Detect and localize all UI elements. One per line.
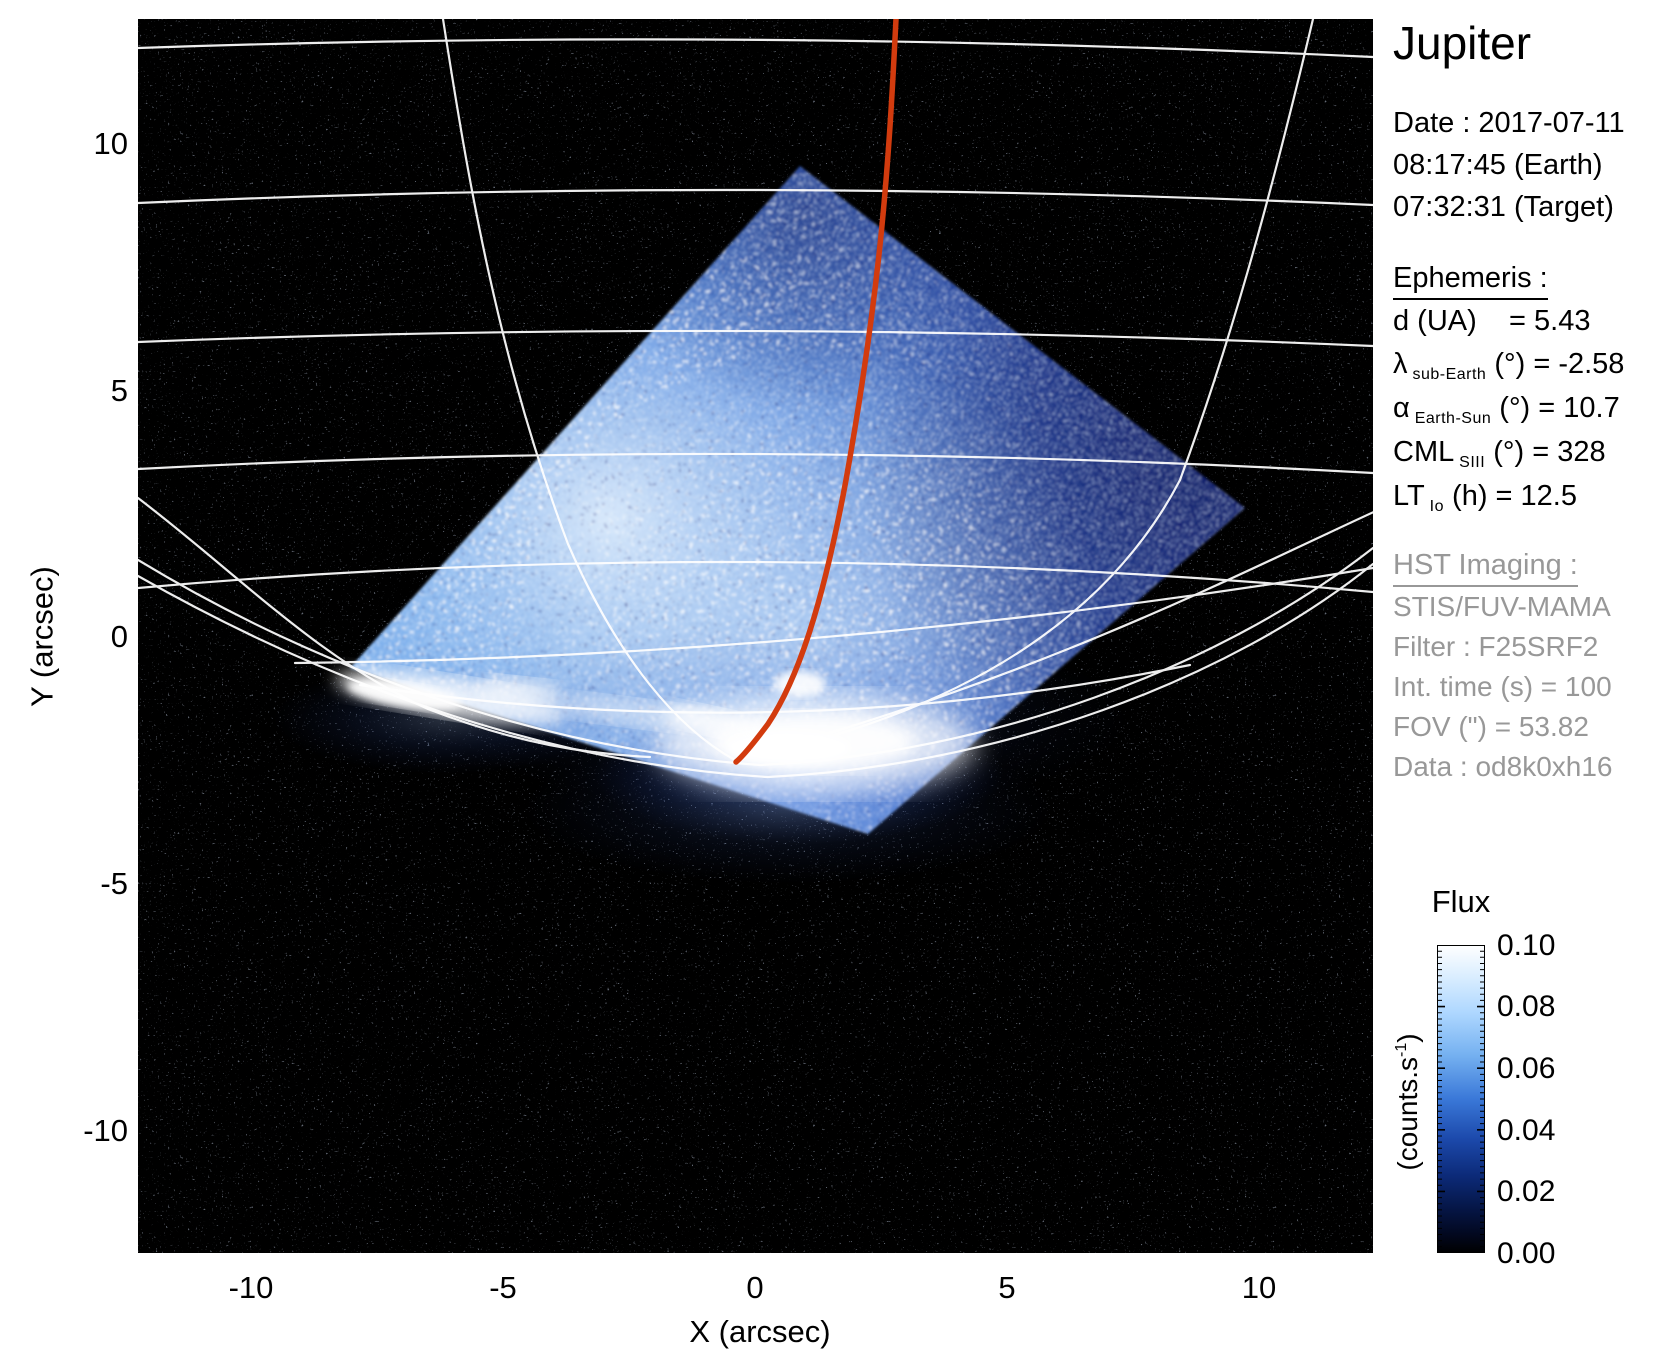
ephemeris-cml: CML SIII (°) = 328 xyxy=(1393,436,1606,471)
main-plot-area xyxy=(136,16,1380,1253)
date-line: Date : 2017-07-11 xyxy=(1393,107,1625,139)
x-tick-0: 0 xyxy=(746,1270,764,1305)
cb-tick-004: 0.04 xyxy=(1497,1114,1556,1147)
parallel-6 xyxy=(293,566,1375,665)
ephemeris-distance: d (UA) = 5.43 xyxy=(1393,305,1591,337)
ephemeris-subearth-lat: λ sub-Earth (°) = -2.58 xyxy=(1393,348,1625,383)
meridian-1 xyxy=(441,17,737,762)
x-tick-5: 5 xyxy=(998,1270,1016,1305)
colorbar-gradient xyxy=(1436,944,1486,1254)
limb-arc-1 xyxy=(136,546,1375,767)
limb-arc-2 xyxy=(136,562,1375,779)
hst-filter: Filter : F25SRF2 xyxy=(1393,631,1599,662)
x-tick-10: 10 xyxy=(1241,1270,1277,1305)
ephemeris-phase-angle: α Earth-Sun (°) = 10.7 xyxy=(1393,392,1620,427)
colorbar-title: Flux xyxy=(1431,884,1491,919)
ephemeris-heading: Ephemeris : xyxy=(1393,262,1548,300)
cb-tick-006: 0.06 xyxy=(1497,1052,1556,1085)
colorbar-minor-ticks xyxy=(1437,950,1485,1248)
hst-imaging-heading: HST Imaging : xyxy=(1393,549,1578,587)
red-footprint-curve xyxy=(733,16,899,765)
meridian-4 xyxy=(136,496,652,759)
earth-time-line: 08:17:45 (Earth) xyxy=(1393,149,1603,181)
parallel-5 xyxy=(136,560,1375,594)
hst-int-time: Int. time (s) = 100 xyxy=(1393,671,1612,702)
y-tick-0: 0 xyxy=(110,619,128,654)
fuv-image xyxy=(136,16,1380,1253)
small-emission-spot xyxy=(774,671,826,697)
hst-fov: FOV (") = 53.82 xyxy=(1393,711,1589,742)
hst-instrument: STIS/FUV-MAMA xyxy=(1393,591,1611,622)
secondary-streak xyxy=(478,677,562,703)
cb-tick-002: 0.02 xyxy=(1497,1175,1556,1208)
parallel-3 xyxy=(136,329,1375,348)
y-tick-10: 10 xyxy=(93,126,128,161)
hst-data-id: Data : od8k0xh16 xyxy=(1393,751,1613,782)
x-tick--10: -10 xyxy=(228,1270,274,1305)
colorbar xyxy=(1436,944,1486,1258)
y-tick-5: 5 xyxy=(110,373,128,408)
colorbar-unit-label: (counts.s-1) xyxy=(1392,1033,1423,1171)
cb-tick-000: 0.00 xyxy=(1497,1237,1556,1270)
graticule xyxy=(136,17,1380,779)
x-tick--5: -5 xyxy=(489,1270,517,1305)
colorbar-major-ticks xyxy=(1437,1005,1485,1193)
main-blob-tail xyxy=(664,705,766,739)
y-axis-label: Y (arcsec) xyxy=(24,566,60,707)
parallel-2 xyxy=(136,188,1375,207)
y-tick--5: -5 xyxy=(100,866,128,901)
cb-tick-008: 0.08 xyxy=(1497,990,1556,1023)
meridian-3 xyxy=(733,508,1380,762)
ephemeris-io-lt: LT Io (h) = 12.5 xyxy=(1393,480,1577,515)
cb-tick-010: 0.10 xyxy=(1497,929,1556,962)
target-time-line: 07:32:31 (Target) xyxy=(1393,191,1614,223)
x-axis-label: X (arcsec) xyxy=(689,1314,831,1349)
y-tick--10: -10 xyxy=(83,1113,128,1148)
target-title: Jupiter xyxy=(1393,17,1532,69)
parallel-1 xyxy=(136,38,1375,59)
